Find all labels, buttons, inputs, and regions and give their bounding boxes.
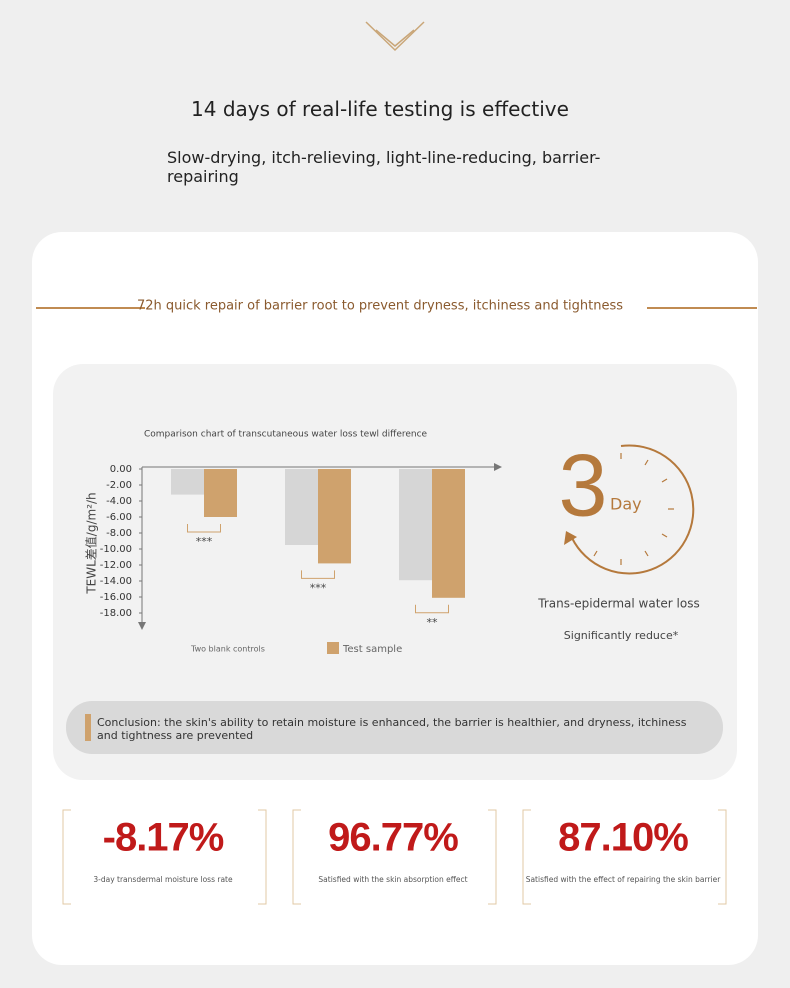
bar bbox=[432, 469, 465, 598]
chevron bbox=[365, 21, 425, 52]
y-tick-label: -14.00 bbox=[100, 576, 132, 587]
bracket bbox=[488, 809, 497, 905]
y-tick-label: -12.00 bbox=[100, 560, 132, 571]
highlight-unit: Day bbox=[610, 495, 642, 514]
highlight-note: Significantly reduce* bbox=[564, 629, 679, 642]
bar bbox=[171, 469, 204, 495]
chevron bbox=[375, 29, 415, 47]
y-tick-label: -2.00 bbox=[106, 480, 132, 491]
arrow bbox=[494, 463, 502, 471]
annotation: ** bbox=[427, 616, 439, 629]
accent-bar bbox=[85, 714, 91, 741]
highlight-caption: Trans-epidermal water loss bbox=[537, 597, 699, 611]
bracket bbox=[292, 809, 301, 905]
arrow bbox=[564, 531, 577, 545]
legend-swatch bbox=[327, 642, 339, 654]
clock-ticks bbox=[593, 453, 674, 565]
annotation: *** bbox=[196, 535, 213, 548]
legend-label: Test sample bbox=[342, 644, 402, 655]
chart-title: Comparison chart of transcutaneous water… bbox=[144, 430, 428, 440]
bracket bbox=[258, 809, 267, 905]
subtitle: Slow-drying, itch-relieving, light-line-… bbox=[167, 148, 601, 186]
bracket bbox=[187, 524, 221, 533]
conclusion-box bbox=[66, 701, 723, 754]
legend-label: Two blank controls bbox=[190, 645, 265, 654]
y-tick-label: -18.00 bbox=[100, 608, 132, 619]
bar bbox=[204, 469, 237, 517]
stat-value: 87.10% bbox=[558, 816, 688, 860]
stat-value: 96.77% bbox=[328, 816, 458, 860]
y-tick-label: -6.00 bbox=[106, 512, 132, 523]
stat-value: -8.17% bbox=[103, 816, 224, 860]
bar bbox=[318, 469, 351, 564]
stat-label: Satisfied with the skin absorption effec… bbox=[318, 875, 467, 884]
y-tick-label: 0.00 bbox=[110, 464, 132, 475]
annotation: *** bbox=[310, 581, 327, 594]
conclusion-text: Conclusion: the skin's ability to retain… bbox=[97, 716, 687, 742]
y-axis-label: TEWL差值/g/m²/h bbox=[84, 492, 99, 594]
y-tick-label: -8.00 bbox=[106, 528, 132, 539]
bracket bbox=[718, 809, 727, 905]
clock-arc bbox=[571, 444, 695, 575]
bracket bbox=[522, 809, 531, 905]
page-title: 14 days of real-life testing is effectiv… bbox=[191, 97, 569, 121]
bracket bbox=[62, 809, 71, 905]
bar bbox=[399, 469, 432, 581]
bracket bbox=[415, 604, 449, 614]
section-title: 72h quick repair of barrier root to prev… bbox=[137, 299, 623, 314]
y-tick-label: -16.00 bbox=[100, 592, 132, 603]
stat-label: Satisfied with the effect of repairing t… bbox=[526, 875, 722, 884]
y-tick-label: -4.00 bbox=[106, 496, 132, 507]
y-tick-label: -10.00 bbox=[100, 544, 132, 555]
bar bbox=[285, 469, 318, 545]
stat-label: 3-day transdermal moisture loss rate bbox=[93, 875, 233, 884]
highlight-number: 3 bbox=[559, 435, 608, 534]
arrow bbox=[138, 622, 146, 630]
bracket bbox=[301, 570, 335, 579]
